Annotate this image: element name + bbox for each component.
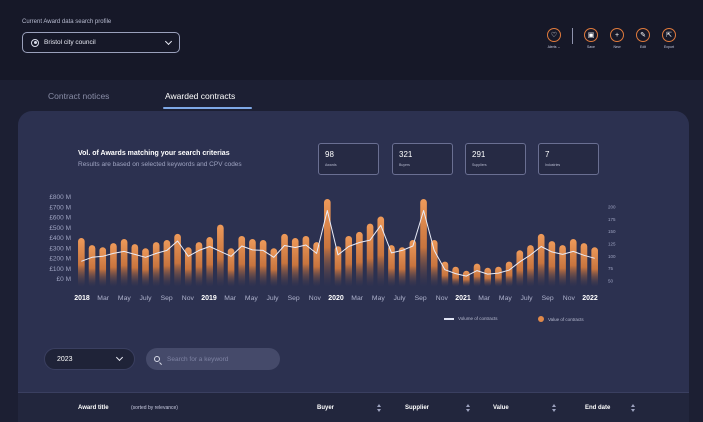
actions-divider — [572, 28, 573, 44]
new-button[interactable]: + New — [605, 28, 629, 49]
col-buyer[interactable]: Buyer — [317, 405, 335, 411]
sort-supplier-icon[interactable] — [466, 404, 471, 413]
search-icon — [154, 356, 160, 362]
stat-buyers: 321 Buyers — [392, 143, 453, 175]
sort-end-date-icon[interactable] — [631, 404, 636, 413]
plus-icon: + — [610, 28, 624, 42]
chevron-down-icon — [115, 353, 124, 362]
save-label: Save — [587, 45, 595, 49]
search-input[interactable] — [167, 355, 267, 363]
legend-value-label: Value of contracts — [548, 316, 584, 322]
legend-line-swatch — [444, 317, 454, 320]
stat-caption: Awards — [325, 163, 337, 167]
profile-select[interactable]: Bristol city council — [22, 32, 180, 53]
stat-value: 98 — [325, 150, 334, 159]
alerts-button[interactable]: ♡ Alerts ⌄ — [542, 28, 566, 49]
tab-contract-notices[interactable]: Contract notices — [48, 91, 110, 101]
search-box — [146, 348, 280, 370]
export-icon: ⇱ — [662, 28, 676, 42]
profile-icon — [31, 38, 39, 47]
bell-icon: ♡ — [547, 28, 561, 42]
summary-title: Vol. of Awards matching your search crit… — [78, 150, 230, 157]
stat-value: 7 — [545, 150, 550, 159]
legend-volume-label: Volume of contracts — [458, 316, 498, 321]
stat-value: 291 — [472, 150, 486, 159]
stat-industries: 7 Industries — [538, 143, 599, 175]
stat-suppliers: 291 Suppliers — [465, 143, 526, 175]
sort-buyer-icon[interactable] — [377, 404, 382, 413]
table-header — [18, 392, 689, 422]
stat-caption: Suppliers — [472, 163, 487, 167]
col-award-title[interactable]: Award title — [78, 405, 109, 411]
stat-caption: Buyers — [399, 163, 410, 167]
pencil-icon: ✎ — [636, 28, 650, 42]
stat-value: 321 — [399, 150, 413, 159]
summary-subtitle: Results are based on selected keywords a… — [78, 161, 242, 168]
edit-label: Edit — [639, 45, 647, 49]
tab-awarded-contracts[interactable]: Awarded contracts — [165, 91, 236, 101]
col-value[interactable]: Value — [493, 405, 509, 411]
chevron-down-icon — [164, 37, 173, 45]
new-label: New — [613, 45, 621, 49]
legend-dot-swatch — [538, 316, 544, 322]
sort-value-icon[interactable] — [552, 404, 557, 413]
profile-value: Bristol city council — [44, 39, 96, 46]
col-end-date[interactable]: End date — [585, 405, 611, 411]
year-value: 2023 — [57, 355, 73, 363]
save-button[interactable]: ▣ Save — [579, 28, 603, 49]
legend-value: Value of contracts — [538, 316, 584, 322]
profile-label: Current Award data search profile — [22, 19, 112, 25]
legend-volume: Volume of contracts — [444, 316, 498, 321]
edit-button[interactable]: ✎ Edit — [631, 28, 655, 49]
col-supplier[interactable]: Supplier — [405, 405, 430, 411]
stat-awards: 98 Awards — [318, 143, 379, 175]
alerts-label: Alerts ⌄ — [547, 45, 561, 49]
export-button[interactable]: ⇱ Export — [657, 28, 681, 49]
year-select[interactable]: 2023 — [44, 348, 135, 370]
export-label: Export — [663, 45, 675, 49]
save-icon: ▣ — [584, 28, 598, 42]
stat-caption: Industries — [545, 163, 561, 167]
active-tab-indicator — [163, 107, 252, 109]
header-actions: ♡ Alerts ⌄ ▣ Save + New ✎ Edit ⇱ Export — [540, 28, 681, 49]
sort-note: (sorted by relevance) — [131, 405, 178, 411]
